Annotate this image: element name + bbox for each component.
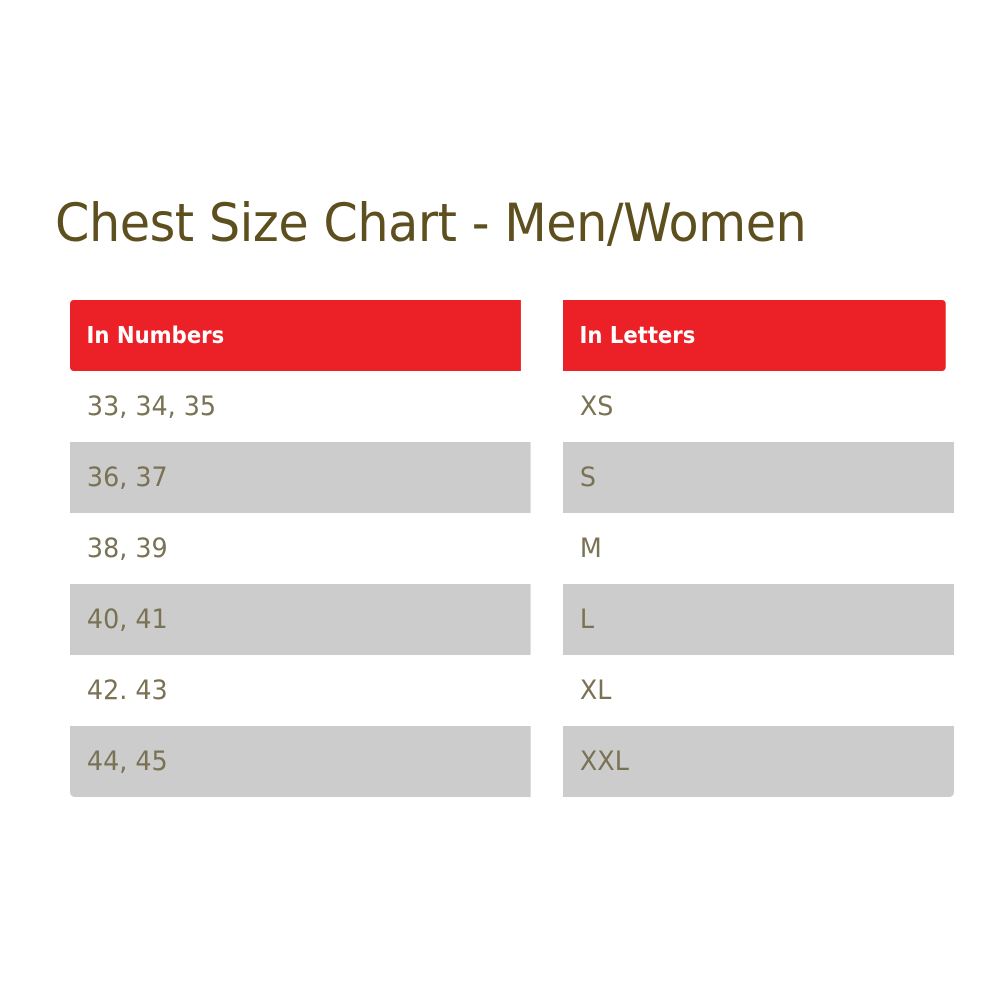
cell-numbers: 36, 37 — [70, 442, 534, 513]
page-title: Chest Size Chart - Men/Women — [55, 193, 807, 254]
table-row: 33, 34, 35 XS — [70, 371, 979, 442]
chest-size-table: In Numbers In Letters 33, 34, 35 XS 36, … — [70, 300, 979, 797]
cell-letters: M — [563, 513, 955, 584]
table-row: 36, 37 S — [70, 442, 979, 513]
table-row: 40, 41 L — [70, 584, 979, 655]
table-header-row: In Numbers In Letters — [70, 300, 979, 371]
cell-numbers: 33, 34, 35 — [70, 371, 534, 442]
cell-numbers: 38, 39 — [70, 513, 534, 584]
table-header: In Numbers In Letters — [70, 300, 979, 371]
cell-letters: XL — [563, 655, 955, 726]
cell-letters: S — [563, 442, 955, 513]
cell-letters: L — [563, 584, 955, 655]
cell-letters: XS — [563, 371, 955, 442]
table-row: 42. 43 XL — [70, 655, 979, 726]
cell-numbers: 42. 43 — [70, 655, 534, 726]
cell-numbers: 44, 45 — [70, 726, 534, 797]
cell-letters: XXL — [563, 726, 955, 797]
table-row: 38, 39 M — [70, 513, 979, 584]
table-row: 44, 45 XXL — [70, 726, 979, 797]
table-body: 33, 34, 35 XS 36, 37 S 38, 39 M 40, 41 L… — [70, 371, 979, 797]
column-header-in-letters: In Letters — [563, 300, 946, 371]
column-header-in-numbers: In Numbers — [70, 300, 524, 371]
cell-numbers: 40, 41 — [70, 584, 534, 655]
